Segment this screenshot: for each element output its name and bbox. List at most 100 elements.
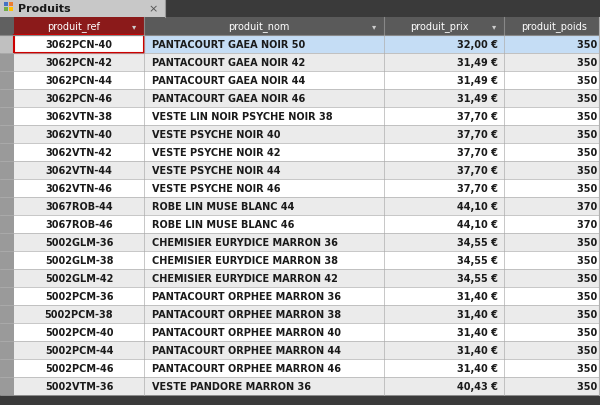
Text: produit_prix: produit_prix: [410, 21, 468, 32]
Text: 370 g: 370 g: [577, 202, 600, 211]
Bar: [0, 377, 600, 395]
Bar: [0, 108, 600, 126]
Text: VESTE PANDORE MARRON 36: VESTE PANDORE MARRON 36: [152, 381, 311, 391]
Bar: [384, 18, 504, 36]
Text: 350 g: 350 g: [577, 237, 600, 247]
Text: 350 g: 350 g: [577, 183, 600, 194]
Bar: [0, 341, 600, 359]
Text: 350 g: 350 g: [577, 130, 600, 140]
Text: Produits: Produits: [18, 4, 71, 14]
Text: 3062PCN-42: 3062PCN-42: [46, 58, 113, 68]
Text: ROBE LIN MUSE BLANC 44: ROBE LIN MUSE BLANC 44: [152, 202, 295, 211]
Text: 3062VTN-38: 3062VTN-38: [46, 112, 113, 122]
Bar: [0, 198, 600, 215]
Text: VESTE PSYCHE NOIR 44: VESTE PSYCHE NOIR 44: [152, 166, 281, 175]
Bar: [4, 3, 8, 7]
Bar: [0, 377, 14, 395]
Bar: [0, 233, 14, 252]
Text: 350 g: 350 g: [577, 40, 600, 50]
Bar: [504, 18, 600, 36]
Bar: [0, 162, 600, 179]
Text: 40,43 €: 40,43 €: [457, 381, 498, 391]
Bar: [0, 359, 600, 377]
Text: 5002GLM-42: 5002GLM-42: [45, 273, 113, 283]
Bar: [0, 305, 600, 323]
Bar: [14, 18, 144, 36]
Text: 34,55 €: 34,55 €: [457, 256, 498, 265]
Text: 3067ROB-44: 3067ROB-44: [45, 202, 113, 211]
Text: 350 g: 350 g: [577, 291, 600, 301]
Text: VESTE PSYCHE NOIR 42: VESTE PSYCHE NOIR 42: [152, 148, 281, 158]
Text: 31,40 €: 31,40 €: [457, 345, 498, 355]
Text: 350 g: 350 g: [577, 345, 600, 355]
Bar: [4, 8, 8, 12]
Text: 350 g: 350 g: [577, 256, 600, 265]
Text: CHEMISIER EURYDICE MARRON 36: CHEMISIER EURYDICE MARRON 36: [152, 237, 338, 247]
Text: 350 g: 350 g: [577, 76, 600, 86]
Text: 44,10 €: 44,10 €: [457, 202, 498, 211]
Text: 44,10 €: 44,10 €: [457, 220, 498, 230]
Text: ▾: ▾: [132, 22, 136, 32]
Text: 5002VTM-36: 5002VTM-36: [45, 381, 113, 391]
Text: 3062PCN-40: 3062PCN-40: [46, 40, 113, 50]
Text: 3062PCN-46: 3062PCN-46: [46, 94, 113, 104]
Text: 350 g: 350 g: [577, 381, 600, 391]
Text: 3062PCN-44: 3062PCN-44: [46, 76, 113, 86]
Text: 350 g: 350 g: [577, 309, 600, 319]
Text: 5002GLM-38: 5002GLM-38: [45, 256, 113, 265]
Text: 32,00 €: 32,00 €: [457, 40, 498, 50]
Text: CHEMISIER EURYDICE MARRON 38: CHEMISIER EURYDICE MARRON 38: [152, 256, 338, 265]
Text: 34,55 €: 34,55 €: [457, 273, 498, 283]
Text: 37,70 €: 37,70 €: [457, 130, 498, 140]
Text: 37,70 €: 37,70 €: [457, 166, 498, 175]
Text: 5002PCM-46: 5002PCM-46: [45, 363, 113, 373]
Text: 3062VTN-42: 3062VTN-42: [46, 148, 112, 158]
Bar: [144, 18, 384, 36]
Bar: [0, 54, 600, 72]
Bar: [0, 305, 14, 323]
Bar: [0, 215, 600, 233]
Bar: [0, 72, 600, 90]
Bar: [0, 233, 600, 252]
Text: VESTE LIN NOIR PSYCHE NOIR 38: VESTE LIN NOIR PSYCHE NOIR 38: [152, 112, 332, 122]
Bar: [0, 36, 14, 54]
Text: ▾: ▾: [492, 22, 496, 32]
Text: 350 g: 350 g: [577, 148, 600, 158]
Bar: [0, 359, 14, 377]
Text: 350 g: 350 g: [577, 58, 600, 68]
Bar: [9, 8, 13, 12]
Text: 5002PCM-38: 5002PCM-38: [44, 309, 113, 319]
Text: 350 g: 350 g: [577, 94, 600, 104]
Text: produit_nom: produit_nom: [229, 21, 290, 32]
Bar: [0, 90, 600, 108]
Text: 5002PCM-40: 5002PCM-40: [45, 327, 113, 337]
Text: VESTE PSYCHE NOIR 40: VESTE PSYCHE NOIR 40: [152, 130, 281, 140]
Text: PANTACOURT GAEA NOIR 46: PANTACOURT GAEA NOIR 46: [152, 94, 305, 104]
Text: PANTACOURT GAEA NOIR 44: PANTACOURT GAEA NOIR 44: [152, 76, 305, 86]
Bar: [0, 72, 14, 90]
Text: VESTE PSYCHE NOIR 46: VESTE PSYCHE NOIR 46: [152, 183, 281, 194]
Text: PANTACOURT GAEA NOIR 50: PANTACOURT GAEA NOIR 50: [152, 40, 305, 50]
Text: PANTACOURT ORPHEE MARRON 40: PANTACOURT ORPHEE MARRON 40: [152, 327, 341, 337]
Text: produit_ref: produit_ref: [47, 21, 100, 32]
Text: 350 g: 350 g: [577, 327, 600, 337]
Bar: [0, 179, 600, 198]
Bar: [0, 126, 600, 144]
Bar: [0, 36, 600, 54]
Text: 350 g: 350 g: [577, 363, 600, 373]
Bar: [0, 162, 14, 179]
Bar: [0, 144, 14, 162]
Bar: [0, 0, 165, 18]
Bar: [0, 18, 14, 36]
Text: 37,70 €: 37,70 €: [457, 148, 498, 158]
Text: 37,70 €: 37,70 €: [457, 183, 498, 194]
Bar: [14, 36, 144, 54]
Bar: [0, 0, 600, 18]
Text: PANTACOURT GAEA NOIR 42: PANTACOURT GAEA NOIR 42: [152, 58, 305, 68]
Bar: [0, 323, 14, 341]
Bar: [0, 126, 14, 144]
Text: 5002GLM-36: 5002GLM-36: [45, 237, 113, 247]
Bar: [0, 269, 600, 287]
Text: 31,49 €: 31,49 €: [457, 58, 498, 68]
Text: 3062VTN-46: 3062VTN-46: [46, 183, 112, 194]
